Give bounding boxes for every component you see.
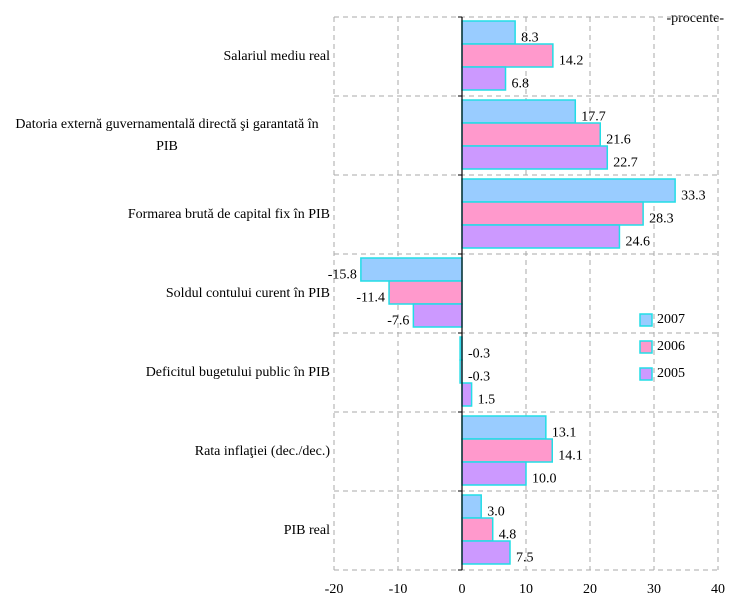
bar bbox=[461, 461, 527, 486]
bar bbox=[388, 280, 463, 305]
x-tick-label: 40 bbox=[711, 582, 725, 597]
bar bbox=[461, 224, 621, 249]
bar bbox=[461, 517, 494, 542]
category-text: Datoria externă guvernamentală directă ş… bbox=[15, 116, 319, 154]
bar bbox=[461, 438, 553, 463]
x-tick-label: 20 bbox=[583, 582, 597, 597]
legend-label: 2007 bbox=[657, 312, 685, 327]
bar bbox=[461, 20, 516, 45]
x-tick-label: -10 bbox=[389, 582, 408, 597]
x-tick-label: 0 bbox=[459, 582, 466, 597]
category-text: Soldul contului curent în PIB bbox=[165, 285, 330, 301]
annotation: -procente- bbox=[666, 11, 724, 26]
value-label: 1.5 bbox=[478, 393, 496, 408]
value-label: 22.7 bbox=[613, 156, 638, 171]
legend-swatch bbox=[639, 367, 653, 381]
value-label: 10.0 bbox=[532, 472, 557, 487]
bar bbox=[461, 201, 644, 226]
bar bbox=[461, 540, 511, 565]
value-label: 14.1 bbox=[558, 449, 583, 464]
value-label: 3.0 bbox=[487, 505, 505, 520]
category-text: Rata inflaţiei (dec./dec.) bbox=[194, 443, 330, 459]
legend-label: 2006 bbox=[657, 339, 685, 354]
category-label: Soldul contului curent în PIB bbox=[4, 283, 330, 305]
value-label: 6.8 bbox=[512, 77, 530, 92]
value-label: 4.8 bbox=[499, 528, 516, 543]
value-label: -11.4 bbox=[356, 291, 385, 306]
value-label: 8.3 bbox=[521, 31, 539, 46]
value-label: 7.5 bbox=[516, 551, 534, 566]
x-tick-label: -20 bbox=[325, 582, 344, 597]
category-text: Deficitul bugetului public în PIB bbox=[145, 364, 330, 380]
category-label: Datoria externă guvernamentală directă ş… bbox=[4, 114, 330, 158]
legend-swatch bbox=[639, 340, 653, 354]
bar bbox=[461, 178, 676, 203]
category-label: Rata inflaţiei (dec./dec.) bbox=[4, 441, 330, 463]
category-text: Formarea brută de capital fix în PIB bbox=[127, 206, 330, 222]
value-label: 17.7 bbox=[581, 110, 606, 125]
value-label: 33.3 bbox=[681, 189, 706, 204]
x-tick-label: 30 bbox=[647, 582, 661, 597]
bar bbox=[461, 145, 609, 170]
bar bbox=[461, 382, 473, 407]
category-text: PIB real bbox=[283, 522, 330, 538]
value-label: 24.6 bbox=[625, 235, 650, 250]
legend-label: 2005 bbox=[657, 366, 685, 381]
value-label: -15.8 bbox=[328, 268, 357, 283]
category-label: Deficitul bugetului public în PIB bbox=[4, 362, 330, 384]
value-label: -7.6 bbox=[387, 314, 409, 329]
bar bbox=[360, 257, 463, 282]
value-label: 21.6 bbox=[606, 133, 631, 148]
bar bbox=[461, 415, 547, 440]
bar bbox=[461, 122, 601, 147]
bar bbox=[461, 99, 577, 124]
value-label: 13.1 bbox=[552, 426, 577, 441]
value-label: -0.3 bbox=[468, 347, 490, 362]
legend-swatch bbox=[639, 313, 653, 327]
category-label: PIB real bbox=[4, 520, 330, 542]
value-label: 28.3 bbox=[649, 212, 674, 227]
bar bbox=[412, 303, 463, 328]
bar bbox=[461, 66, 507, 91]
value-label: -0.3 bbox=[468, 370, 490, 385]
category-label: Salariul mediu real bbox=[4, 46, 330, 68]
bar bbox=[461, 43, 554, 68]
category-text: Salariul mediu real bbox=[223, 48, 330, 64]
value-label: 14.2 bbox=[559, 54, 584, 69]
category-label: Formarea brută de capital fix în PIB bbox=[4, 204, 330, 226]
bar bbox=[461, 494, 482, 519]
x-tick-label: 10 bbox=[519, 582, 533, 597]
